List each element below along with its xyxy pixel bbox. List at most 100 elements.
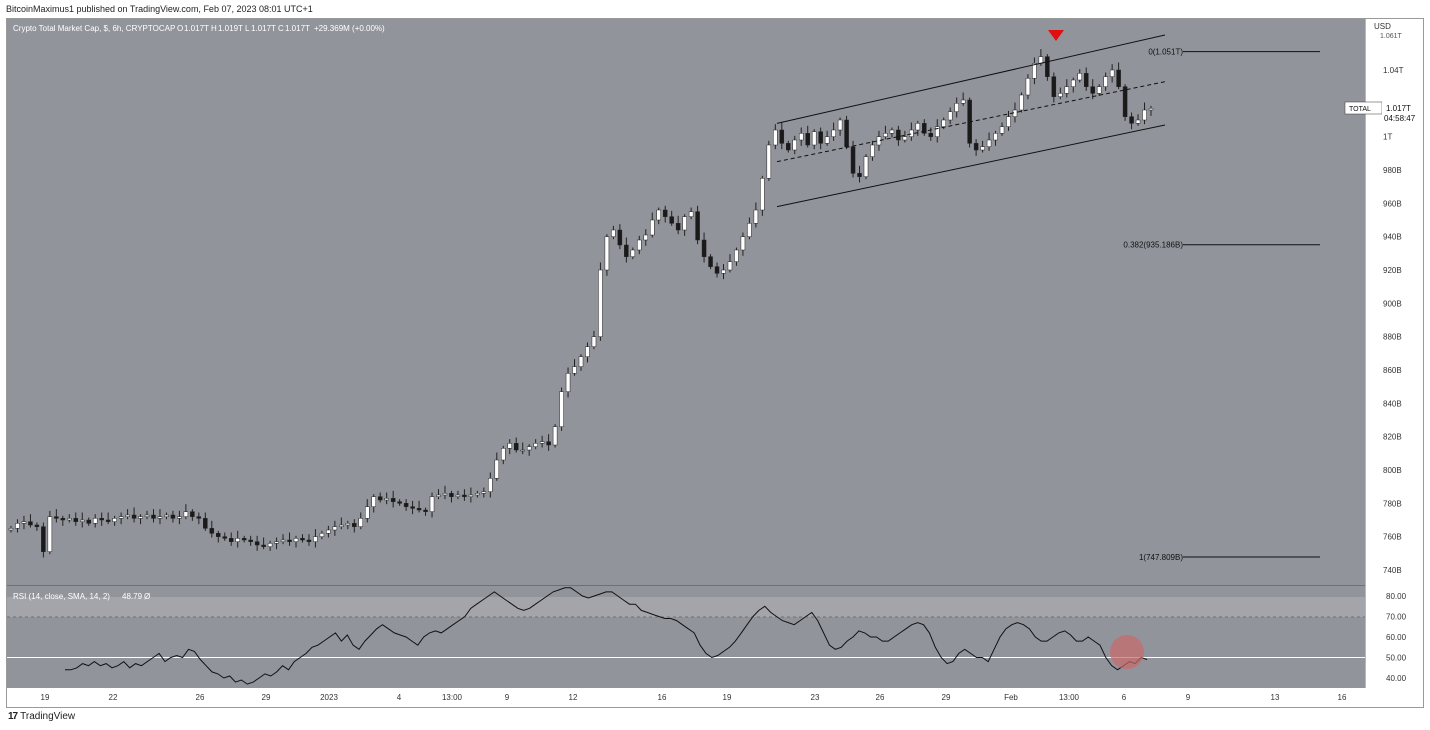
tradingview-chart[interactable]: 0(1.051T) 0.382(935.186B) 1(747.809B) Cryp…	[7, 19, 1423, 707]
candle	[442, 493, 448, 496]
symbol-title[interactable]: Crypto Total Market Cap, $, 6h, CRYPTOCA…	[13, 24, 175, 33]
tradingview-logo-icon[interactable]: 17	[8, 711, 18, 722]
rsi-tick-label: 70.00	[1386, 613, 1407, 622]
candle	[585, 346, 590, 357]
footer-brand[interactable]: TradingView	[20, 711, 76, 722]
rsi-legend-extra: Ø	[144, 592, 150, 601]
candle	[747, 223, 752, 237]
rsi-line	[65, 587, 1148, 685]
candle	[228, 538, 234, 542]
candle	[960, 99, 966, 104]
time-axis-panel[interactable]	[7, 688, 1423, 707]
candle	[617, 229, 623, 246]
candle	[909, 129, 914, 137]
price-axis-ticks: 1.04T 1T 980B 960B 940B 920B 900B 880B 860B 840B 8…	[1383, 66, 1404, 575]
candle	[403, 503, 409, 507]
candle	[1025, 78, 1031, 96]
candle	[151, 514, 156, 519]
channel-lower-line[interactable]	[776, 124, 1166, 208]
candle	[896, 129, 901, 141]
top-marker-icon	[1048, 30, 1064, 41]
time-tick-label: 13	[1271, 693, 1280, 702]
candle	[889, 129, 895, 134]
candle	[326, 529, 331, 534]
price-tick-label: 880B	[1383, 333, 1402, 342]
candle	[429, 496, 435, 512]
price-axis-panel[interactable]	[1365, 19, 1423, 688]
candle	[157, 516, 163, 519]
candle	[241, 538, 247, 541]
candle	[177, 516, 182, 519]
symbol-tag-label: TOTAL	[1349, 106, 1371, 113]
candle	[1077, 73, 1082, 81]
candle	[1019, 94, 1024, 111]
ascending-channel[interactable]	[776, 34, 1166, 208]
candle	[34, 524, 40, 527]
candle	[67, 518, 72, 521]
candle	[539, 441, 545, 444]
candle	[267, 543, 273, 547]
candle	[293, 538, 299, 542]
axis-top-partial: 1.061T	[1380, 33, 1403, 40]
fib-level-label: 1(747.809B)	[1139, 553, 1183, 562]
candle	[118, 516, 124, 519]
candle	[533, 443, 538, 447]
axis-currency: USD	[1374, 22, 1391, 31]
candle	[300, 538, 305, 541]
candle	[630, 249, 636, 257]
candle	[222, 536, 227, 539]
candle	[701, 239, 707, 257]
candle	[650, 219, 655, 236]
candle	[1064, 86, 1070, 94]
candle	[643, 234, 649, 241]
candle	[546, 441, 551, 446]
time-tick-label: 13:00	[1059, 693, 1080, 702]
candle	[611, 229, 616, 237]
candle	[520, 449, 525, 452]
candle	[475, 493, 480, 496]
candle	[196, 516, 202, 519]
candle	[144, 514, 150, 517]
rsi-highlight-circle	[1110, 635, 1144, 669]
candle	[1058, 93, 1063, 97]
rsi-legend-label[interactable]: RSI (14, close, SMA, 14, 2)	[13, 592, 110, 601]
price-tick-label: 960B	[1383, 199, 1402, 208]
time-tick-label: 16	[1338, 693, 1347, 702]
channel-upper-line[interactable]	[776, 34, 1166, 124]
candle	[261, 544, 266, 547]
candle	[1122, 86, 1128, 117]
last-price-tag	[1382, 102, 1422, 125]
time-tick-label: 26	[196, 693, 205, 702]
candle	[365, 506, 370, 519]
candle	[902, 136, 908, 141]
ohlc-close: 1.017T	[285, 24, 310, 33]
price-tick-label: 1T	[1383, 133, 1392, 142]
price-tick-label: 1.04T	[1383, 66, 1404, 75]
ohlc-close-label: C	[278, 24, 284, 33]
rsi-tick-label: 50.00	[1386, 654, 1407, 663]
channel-mid-line[interactable]	[776, 81, 1166, 163]
candle	[695, 211, 700, 241]
candle	[1109, 69, 1115, 77]
ohlc-low-label: L	[245, 24, 250, 33]
time-tick-label: 26	[876, 693, 885, 702]
candle	[766, 144, 772, 179]
fib-level-label: 0.382(935.186B)	[1123, 241, 1183, 250]
candle	[190, 511, 195, 517]
candle	[1006, 116, 1011, 127]
fib-levels[interactable]: 0(1.051T) 0.382(935.186B) 1(747.809B)	[1123, 48, 1320, 562]
price-tick-label: 980B	[1383, 166, 1402, 175]
candle	[501, 448, 506, 461]
price-tick-label: 780B	[1383, 499, 1402, 508]
candle	[164, 514, 169, 517]
candle	[125, 514, 130, 517]
candle	[371, 496, 376, 507]
candle	[105, 519, 111, 522]
candle	[863, 156, 869, 177]
time-tick-label: 23	[811, 693, 820, 702]
candle	[734, 249, 739, 262]
candle	[669, 216, 674, 224]
price-panel[interactable]	[7, 19, 1365, 585]
candle	[60, 518, 66, 521]
candle	[1045, 56, 1050, 77]
